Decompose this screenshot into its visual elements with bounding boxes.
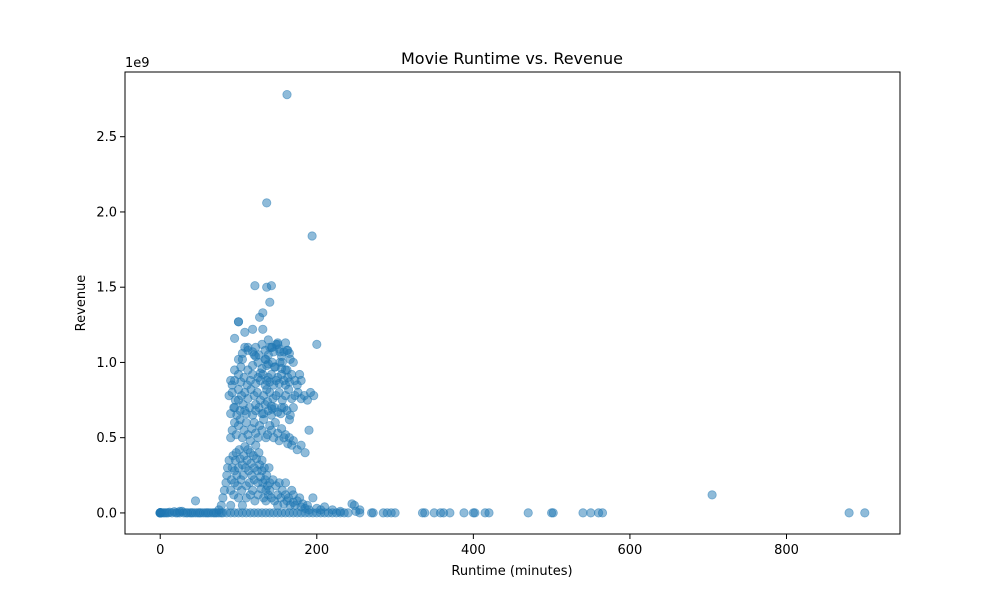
data-point xyxy=(240,405,250,416)
data-point xyxy=(250,281,260,291)
data-point xyxy=(578,508,588,518)
x-tick-label: 800 xyxy=(774,543,799,558)
data-point xyxy=(276,402,287,413)
data-point xyxy=(284,414,294,425)
plot-frame xyxy=(124,71,901,535)
y-tick-label: 2.0 xyxy=(96,205,117,220)
data-point xyxy=(390,508,400,518)
data-point xyxy=(312,339,322,349)
data-point xyxy=(343,508,353,518)
x-tick-label: 200 xyxy=(304,543,329,558)
scatter-points xyxy=(155,90,870,518)
data-point xyxy=(470,508,480,518)
data-point xyxy=(270,417,280,428)
data-point xyxy=(233,395,244,405)
data-point xyxy=(282,90,292,100)
data-point xyxy=(265,297,275,307)
y-tick-label: 1.0 xyxy=(96,356,117,371)
data-point xyxy=(307,231,317,241)
data-point xyxy=(860,508,870,518)
data-point xyxy=(288,357,298,367)
data-point xyxy=(262,198,272,208)
data-point xyxy=(258,408,269,419)
data-point xyxy=(237,500,247,510)
data-point xyxy=(251,399,261,410)
data-point xyxy=(218,493,228,503)
data-point xyxy=(707,490,717,500)
x-axis-label: Runtime (minutes) xyxy=(451,564,572,579)
data-point xyxy=(264,463,274,473)
data-point xyxy=(248,324,258,334)
data-point xyxy=(273,339,283,349)
data-point xyxy=(355,505,365,515)
y-tick-label: 2.5 xyxy=(96,130,117,145)
data-point xyxy=(282,345,292,355)
data-point xyxy=(251,351,261,361)
data-point xyxy=(270,362,280,372)
data-point xyxy=(308,493,318,503)
data-point xyxy=(420,508,430,518)
data-point xyxy=(296,440,306,450)
data-point xyxy=(319,502,330,512)
data-point xyxy=(216,500,226,510)
x-axis-ticks: 0 200 400 600 800 xyxy=(156,534,799,558)
data-point xyxy=(175,506,185,516)
data-point xyxy=(257,455,267,465)
data-point xyxy=(266,281,276,291)
data-point xyxy=(459,508,469,518)
y-tick-label: 0.5 xyxy=(96,431,117,446)
data-point xyxy=(258,324,268,334)
data-point xyxy=(288,402,298,413)
data-point xyxy=(296,375,306,386)
data-point xyxy=(304,505,314,515)
data-point xyxy=(254,448,264,458)
data-point xyxy=(484,508,494,518)
data-point xyxy=(335,506,345,516)
data-point xyxy=(280,338,291,348)
data-point xyxy=(230,402,240,413)
data-point xyxy=(304,425,314,435)
x-tick-label: 400 xyxy=(461,543,486,558)
data-point xyxy=(240,327,250,337)
data-point xyxy=(523,508,533,518)
y-offset-text: 1e9 xyxy=(125,56,150,71)
data-point xyxy=(548,508,558,518)
y-axis-label: Revenue xyxy=(74,275,89,332)
data-point xyxy=(368,508,378,518)
data-point xyxy=(302,395,312,405)
data-point xyxy=(844,508,854,518)
data-point xyxy=(230,333,240,343)
data-point xyxy=(445,508,455,518)
data-point xyxy=(226,375,236,386)
data-point xyxy=(258,308,268,318)
data-point xyxy=(288,436,298,446)
data-point xyxy=(237,354,247,364)
data-point xyxy=(233,317,244,327)
data-point xyxy=(597,508,608,518)
data-point xyxy=(309,390,319,401)
data-point xyxy=(190,496,201,506)
data-point xyxy=(282,365,292,375)
x-tick-label: 600 xyxy=(618,543,643,558)
data-point xyxy=(226,500,236,510)
y-tick-label: 0.0 xyxy=(96,506,117,521)
data-point xyxy=(586,508,596,518)
data-point xyxy=(245,436,255,446)
data-point xyxy=(277,357,287,367)
data-point xyxy=(327,505,337,515)
data-point xyxy=(300,448,310,458)
data-point xyxy=(253,433,263,443)
y-axis-ticks: 0.0 0.5 1.0 1.5 2.0 2.5 xyxy=(96,130,125,521)
data-point xyxy=(280,478,291,488)
data-point xyxy=(267,404,277,414)
y-tick-label: 1.5 xyxy=(96,281,117,296)
chart-title: Movie Runtime vs. Revenue xyxy=(401,49,623,68)
x-tick-label: 0 xyxy=(156,543,164,558)
